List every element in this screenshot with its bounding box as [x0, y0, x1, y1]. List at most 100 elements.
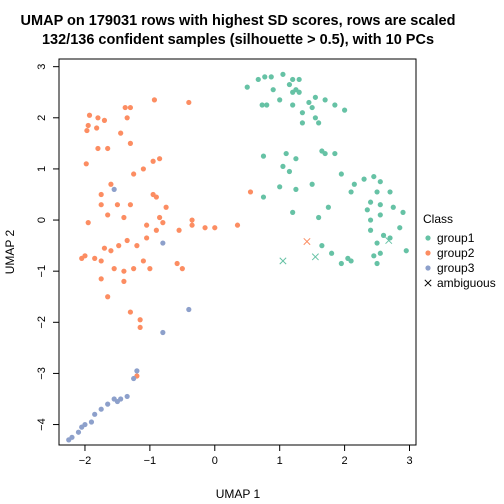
point-group1 [262, 74, 268, 80]
point-group1 [380, 232, 387, 238]
point-group1 [403, 248, 409, 254]
point-group2 [98, 202, 104, 208]
point-group2 [98, 191, 104, 198]
y-axis-label: UMAP 2 [3, 229, 17, 274]
point-group1 [306, 99, 312, 106]
point-group1 [299, 110, 306, 116]
point-group1 [264, 102, 270, 108]
point-group1 [277, 97, 283, 103]
point-group2 [92, 255, 98, 261]
point-group3 [186, 306, 192, 313]
y-tick-label: 0 [36, 217, 48, 223]
point-group2 [101, 117, 108, 123]
x-tick-label: 3 [406, 455, 412, 467]
point-group1 [259, 102, 265, 108]
point-group2 [105, 294, 111, 300]
point-group2 [124, 237, 130, 244]
x-tick-label: −1 [144, 455, 157, 467]
point-group1 [338, 171, 344, 177]
point-group1 [400, 209, 406, 215]
point-group1 [268, 74, 274, 80]
point-group1 [377, 212, 383, 218]
legend-label-group1: group1 [437, 231, 475, 245]
y-tick-label: −3 [36, 367, 48, 380]
point-group1 [371, 173, 377, 180]
point-group3 [160, 329, 166, 336]
point-group1 [351, 181, 357, 187]
x-tick-label: 0 [212, 455, 218, 467]
point-group1 [293, 156, 299, 162]
point-group3 [124, 393, 130, 400]
point-group2 [144, 235, 150, 241]
point-group1 [290, 102, 296, 108]
chart-subtitle: 132/136 confident samples (silhouette > … [42, 32, 434, 48]
point-group2 [114, 202, 121, 208]
legend-label-group2: group2 [437, 246, 475, 260]
y-tick-label: 1 [36, 166, 48, 172]
point-group2 [105, 145, 111, 152]
y-tick-label: −4 [36, 418, 48, 431]
point-group2 [127, 202, 133, 208]
legend-label-ambiguous: ambiguous [437, 276, 496, 290]
point-group2 [163, 204, 169, 210]
point-group1 [387, 235, 393, 241]
data-points [66, 71, 409, 443]
x-tick-label: 1 [277, 455, 283, 467]
point-group2 [212, 225, 218, 231]
point-group2 [83, 161, 89, 167]
point-group1 [332, 102, 338, 108]
point-group2 [189, 217, 195, 223]
y-tick-label: −1 [36, 265, 48, 278]
point-group1 [286, 81, 293, 88]
point-group3 [92, 411, 98, 417]
point-group2 [108, 248, 114, 254]
point-group2 [111, 266, 117, 272]
point-group2 [186, 99, 192, 106]
point-group2 [121, 278, 127, 284]
point-group2 [153, 194, 159, 200]
point-group2 [131, 266, 137, 272]
point-group1 [377, 202, 383, 208]
point-group2 [85, 122, 91, 129]
chart-title: UMAP on 179031 rows with highest SD scor… [21, 13, 456, 29]
point-group2 [157, 156, 163, 162]
point-group1 [345, 255, 351, 261]
point-group1 [299, 120, 306, 126]
point-group1 [296, 76, 302, 83]
point-ambiguous [303, 237, 311, 246]
point-group1 [377, 250, 383, 256]
point-group2 [95, 145, 101, 152]
point-group1 [367, 217, 374, 223]
point-group2 [131, 171, 137, 177]
y-tick-label: 3 [36, 64, 48, 70]
point-group2 [116, 243, 122, 249]
y-axis: −4 −3 −2 −1 0 1 2 3 [36, 64, 60, 431]
point-group2 [84, 127, 90, 134]
point-group2 [85, 220, 91, 226]
point-group3 [98, 406, 104, 412]
point-group2 [127, 104, 133, 111]
point-group1 [387, 189, 393, 195]
point-group1 [361, 176, 367, 182]
legend-marker-group3 [425, 265, 431, 271]
point-group1 [244, 84, 250, 90]
point-ambiguous [279, 257, 287, 265]
point-group2 [121, 214, 127, 221]
point-group1 [277, 184, 283, 190]
point-group2 [118, 130, 124, 136]
legend-marker-group2 [425, 250, 431, 256]
point-group2 [140, 166, 146, 172]
point-group2 [153, 227, 159, 233]
point-group2 [151, 97, 158, 103]
point-group2 [124, 115, 130, 121]
point-group1 [312, 115, 318, 121]
point-group1 [367, 199, 374, 205]
point-group2 [98, 258, 104, 264]
point-group3 [66, 437, 72, 443]
point-group1 [322, 97, 328, 103]
point-group1 [371, 253, 377, 259]
point-group1 [374, 189, 380, 195]
point-group2 [189, 222, 195, 228]
